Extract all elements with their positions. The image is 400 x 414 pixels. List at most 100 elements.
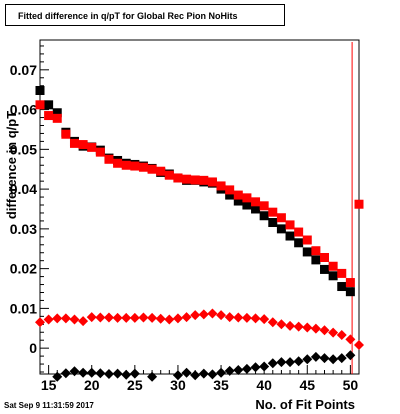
data-point-square xyxy=(302,247,312,257)
data-point-diamond xyxy=(69,314,80,325)
data-point-diamond xyxy=(241,363,252,374)
x-tick-label: 50 xyxy=(343,377,359,393)
data-point-square xyxy=(138,162,148,172)
data-point-diamond xyxy=(310,351,321,362)
data-point-diamond xyxy=(250,313,261,324)
data-point-diamond xyxy=(345,334,356,345)
data-point-diamond xyxy=(216,310,227,321)
data-point-square xyxy=(225,190,235,200)
data-point-square xyxy=(302,235,312,245)
data-point-square xyxy=(207,177,217,187)
data-point-diamond xyxy=(60,313,71,324)
data-point-square xyxy=(52,108,62,118)
data-point-diamond xyxy=(86,367,97,378)
data-point-diamond xyxy=(224,312,235,323)
data-point-square xyxy=(251,204,261,214)
data-point-diamond xyxy=(328,354,339,365)
data-point-square xyxy=(225,185,235,195)
data-point-square xyxy=(173,173,183,183)
data-point-diamond xyxy=(147,312,158,323)
data-point-square xyxy=(276,224,286,234)
plot-border xyxy=(39,39,360,375)
data-point-diamond xyxy=(52,313,63,324)
data-point-square xyxy=(259,201,269,211)
data-point-square xyxy=(294,238,304,248)
data-point-diamond xyxy=(267,317,278,328)
data-point-diamond xyxy=(103,312,114,323)
data-point-diamond xyxy=(285,320,296,331)
x-tick-label: 40 xyxy=(256,377,272,393)
data-point-diamond xyxy=(345,350,356,361)
data-point-diamond xyxy=(147,371,158,382)
data-point-square xyxy=(294,227,304,237)
y-tick-label: 0.03 xyxy=(10,221,37,237)
data-point-diamond xyxy=(52,371,63,382)
data-point-square xyxy=(121,160,131,170)
data-point-diamond xyxy=(112,312,123,323)
data-point-diamond xyxy=(285,357,296,368)
data-point-diamond xyxy=(86,312,97,323)
data-point-square xyxy=(87,142,97,152)
data-point-square xyxy=(320,252,330,262)
data-point-diamond xyxy=(259,314,270,325)
x-tick-label: 30 xyxy=(170,377,186,393)
data-point-diamond xyxy=(310,323,321,334)
data-point-diamond xyxy=(181,367,192,378)
data-point-square xyxy=(35,85,45,95)
data-point-square xyxy=(311,246,321,256)
data-point-diamond xyxy=(172,370,183,381)
data-point-diamond xyxy=(172,313,183,324)
data-point-diamond xyxy=(95,368,106,379)
data-point-square xyxy=(268,207,278,217)
data-point-diamond xyxy=(181,312,192,323)
y-tick-label: 0.05 xyxy=(10,141,37,157)
data-point-square xyxy=(199,175,209,185)
data-point-diamond xyxy=(78,316,89,327)
data-point-square xyxy=(216,181,226,191)
data-point-square xyxy=(311,255,321,265)
data-point-diamond xyxy=(129,312,140,323)
data-point-diamond xyxy=(69,366,80,377)
y-axis-label: difference in q/pT xyxy=(4,111,19,219)
x-axis-label: No. of Fit Points xyxy=(255,397,355,412)
data-point-diamond xyxy=(95,312,106,323)
data-point-diamond xyxy=(129,368,140,379)
data-point-diamond xyxy=(354,339,364,350)
x-tick-label: 45 xyxy=(299,377,315,393)
data-point-diamond xyxy=(155,313,166,324)
data-point-square xyxy=(251,197,261,207)
data-point-diamond xyxy=(328,327,339,338)
data-point-diamond xyxy=(207,308,218,319)
data-point-diamond xyxy=(121,312,132,323)
data-point-diamond xyxy=(233,312,244,323)
data-point-square xyxy=(354,199,364,209)
data-point-square xyxy=(233,196,243,206)
data-point-square xyxy=(320,264,330,274)
axis-ticks: 15 20 25 30 35 40 45 50 0 0.01 0.02 0.03 0.04 0.05 0.0… xyxy=(10,45,360,393)
data-point-square xyxy=(345,278,355,288)
data-point-diamond xyxy=(190,310,201,321)
data-point-diamond xyxy=(164,314,175,325)
data-point-diamond xyxy=(302,322,313,333)
x-tick-label: 25 xyxy=(127,377,143,393)
data-point-square xyxy=(276,213,286,223)
data-point-diamond xyxy=(319,325,330,336)
data-point-diamond xyxy=(138,312,149,323)
data-point-square xyxy=(52,113,62,123)
plot-frame xyxy=(39,39,360,375)
data-point-diamond xyxy=(267,358,278,369)
data-point-diamond xyxy=(35,317,45,328)
data-point-diamond xyxy=(336,330,347,341)
data-point-square xyxy=(61,129,71,139)
data-point-square xyxy=(69,138,79,148)
data-point-square xyxy=(337,268,347,278)
data-point-diamond xyxy=(224,365,235,376)
data-point-diamond xyxy=(233,365,244,376)
data-point-square xyxy=(147,164,157,174)
data-point-square xyxy=(328,271,338,281)
data-point-square xyxy=(285,220,295,230)
data-point-diamond xyxy=(259,361,270,372)
data-point-square xyxy=(104,154,114,164)
data-point-diamond xyxy=(198,309,209,320)
